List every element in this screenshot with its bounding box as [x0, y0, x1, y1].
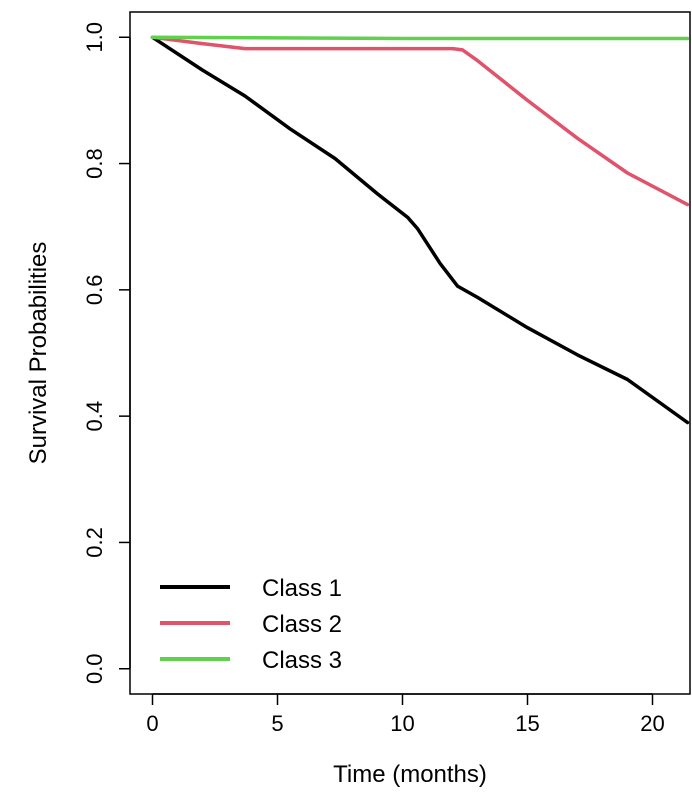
y-tick-label: 0.8	[82, 148, 107, 179]
plot-frame	[129, 11, 691, 695]
series-line-2	[150, 35, 690, 207]
plot-area	[129, 11, 691, 695]
y-tick-label: 0.6	[82, 275, 107, 306]
legend-label-3: Class 3	[262, 647, 342, 674]
y-tick-label: 0.4	[82, 401, 107, 432]
series-line-3	[150, 35, 690, 41]
x-tick-label: 5	[271, 711, 283, 736]
x-tick-label: 0	[146, 711, 158, 736]
series-lines	[150, 35, 690, 425]
x-axis: 0 5 10 15 20	[146, 693, 665, 736]
legend: Class 1 Class 2 Class 3	[160, 575, 342, 674]
x-axis-title: Time (months)	[333, 761, 487, 788]
x-tick-label: 15	[515, 711, 539, 736]
y-tick-label: 1.0	[82, 22, 107, 53]
x-tick-label: 10	[390, 711, 414, 736]
legend-label-2: Class 2	[262, 611, 342, 638]
y-axis: 0.0 0.2 0.4 0.6 0.8 1.0	[82, 22, 131, 684]
series-line-1	[150, 35, 690, 425]
y-axis-title: Survival Probabilities	[25, 242, 52, 465]
y-tick-label: 0.0	[82, 653, 107, 684]
x-tick-label: 20	[640, 711, 664, 736]
legend-label-1: Class 1	[262, 575, 342, 602]
y-tick-label: 0.2	[82, 527, 107, 558]
